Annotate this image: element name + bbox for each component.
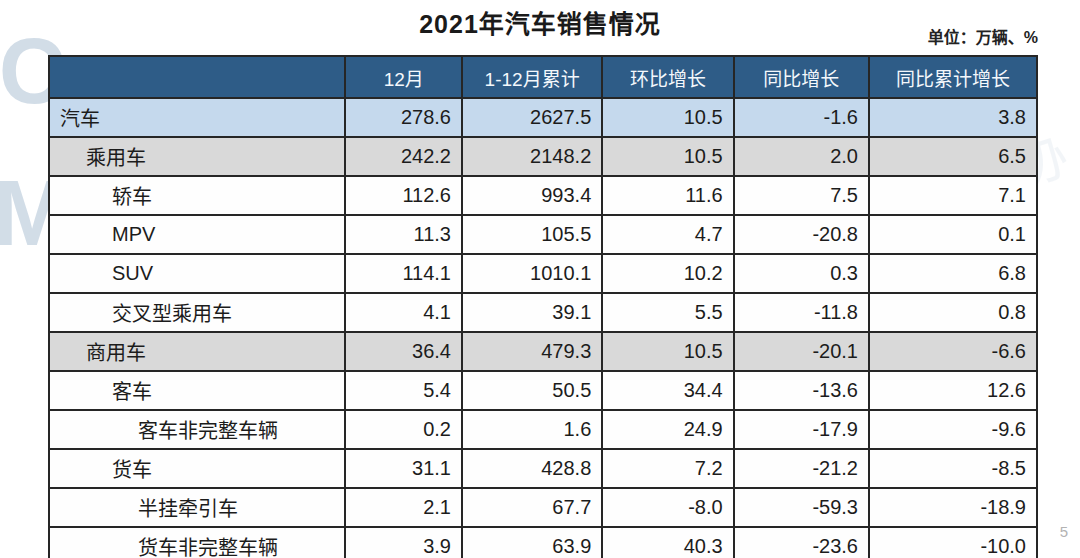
sales-table: 12月1-12月累计环比增长同比增长同比累计增长 汽车278.62627.510… [48,55,1038,558]
row-label-cell: 商用车 [49,332,345,371]
value-cell: -1.6 [734,98,869,137]
value-cell: 993.4 [462,176,602,215]
value-cell: 36.4 [345,332,462,371]
value-cell: 479.3 [462,332,602,371]
table-row: 乘用车242.22148.210.52.06.5 [49,137,1037,176]
value-cell: 0.2 [345,410,462,449]
page-number: 5 [1060,523,1068,540]
value-cell: 50.5 [462,371,602,410]
value-cell: 7.1 [869,176,1037,215]
row-label-cell: 轿车 [49,176,345,215]
value-cell: 40.3 [602,527,733,558]
row-label-cell: 货车非完整车辆 [49,527,345,558]
value-cell: 5.4 [345,371,462,410]
value-cell: 12.6 [869,371,1037,410]
table-body: 汽车278.62627.510.5-1.63.8乘用车242.22148.210… [49,98,1037,558]
table-row: 轿车112.6993.411.67.57.1 [49,176,1037,215]
value-cell: 0.8 [869,293,1037,332]
value-cell: 39.1 [462,293,602,332]
table-row: 半挂牵引车2.167.7-8.0-59.3-18.9 [49,488,1037,527]
value-cell: 3.8 [869,98,1037,137]
row-label-cell: 汽车 [49,98,345,137]
value-cell: 114.1 [345,254,462,293]
value-cell: 112.6 [345,176,462,215]
value-cell: 11.3 [345,215,462,254]
value-cell: 1010.1 [462,254,602,293]
value-cell: 1.6 [462,410,602,449]
value-cell: 4.1 [345,293,462,332]
value-cell: 11.6 [602,176,733,215]
value-cell: -21.2 [734,449,869,488]
value-cell: 2627.5 [462,98,602,137]
value-cell: -18.9 [869,488,1037,527]
column-header: 12月 [345,56,462,98]
value-cell: -13.6 [734,371,869,410]
row-label-cell: 乘用车 [49,137,345,176]
value-cell: 34.4 [602,371,733,410]
value-cell: 10.5 [602,332,733,371]
value-cell: -6.6 [869,332,1037,371]
value-cell: 6.5 [869,137,1037,176]
column-header-category [49,56,345,98]
table-row: 货车非完整车辆3.963.940.3-23.6-10.0 [49,527,1037,558]
value-cell: 428.8 [462,449,602,488]
value-cell: -10.0 [869,527,1037,558]
row-label-cell: 交叉型乘用车 [49,293,345,332]
table-row: 交叉型乘用车4.139.15.5-11.80.8 [49,293,1037,332]
value-cell: 4.7 [602,215,733,254]
value-cell: 31.1 [345,449,462,488]
value-cell: 2148.2 [462,137,602,176]
unit-label: 单位：万辆、% [928,24,1038,48]
value-cell: -8.0 [602,488,733,527]
value-cell: 7.2 [602,449,733,488]
value-cell: 2.0 [734,137,869,176]
value-cell: -20.1 [734,332,869,371]
value-cell: 10.5 [602,137,733,176]
table-header-row: 12月1-12月累计环比增长同比增长同比累计增长 [49,56,1037,98]
value-cell: -20.8 [734,215,869,254]
value-cell: -9.6 [869,410,1037,449]
value-cell: 7.5 [734,176,869,215]
value-cell: 2.1 [345,488,462,527]
value-cell: 242.2 [345,137,462,176]
row-label-cell: 半挂牵引车 [49,488,345,527]
table-row: 客车5.450.534.4-13.612.6 [49,371,1037,410]
table-row: MPV11.3105.54.7-20.80.1 [49,215,1037,254]
value-cell: 10.5 [602,98,733,137]
value-cell: 278.6 [345,98,462,137]
value-cell: 24.9 [602,410,733,449]
value-cell: 10.2 [602,254,733,293]
table-row: 汽车278.62627.510.5-1.63.8 [49,98,1037,137]
value-cell: 5.5 [602,293,733,332]
row-label-cell: 客车 [49,371,345,410]
value-cell: 3.9 [345,527,462,558]
column-header: 同比增长 [734,56,869,98]
table-row: SUV114.11010.110.20.36.8 [49,254,1037,293]
value-cell: 63.9 [462,527,602,558]
value-cell: 6.8 [869,254,1037,293]
value-cell: 0.3 [734,254,869,293]
table-row: 商用车36.4479.310.5-20.1-6.6 [49,332,1037,371]
page-title: 2021年汽车销售情况 [0,4,1080,40]
value-cell: -17.9 [734,410,869,449]
value-cell: 0.1 [869,215,1037,254]
value-cell: -8.5 [869,449,1037,488]
column-header: 1-12月累计 [462,56,602,98]
row-label-cell: MPV [49,215,345,254]
value-cell: -59.3 [734,488,869,527]
column-header: 同比累计增长 [869,56,1037,98]
row-label-cell: SUV [49,254,345,293]
column-header: 环比增长 [602,56,733,98]
row-label-cell: 客车非完整车辆 [49,410,345,449]
table-row: 客车非完整车辆0.21.624.9-17.9-9.6 [49,410,1037,449]
value-cell: 105.5 [462,215,602,254]
value-cell: -23.6 [734,527,869,558]
value-cell: 67.7 [462,488,602,527]
row-label-cell: 货车 [49,449,345,488]
value-cell: -11.8 [734,293,869,332]
table-row: 货车31.1428.87.2-21.2-8.5 [49,449,1037,488]
